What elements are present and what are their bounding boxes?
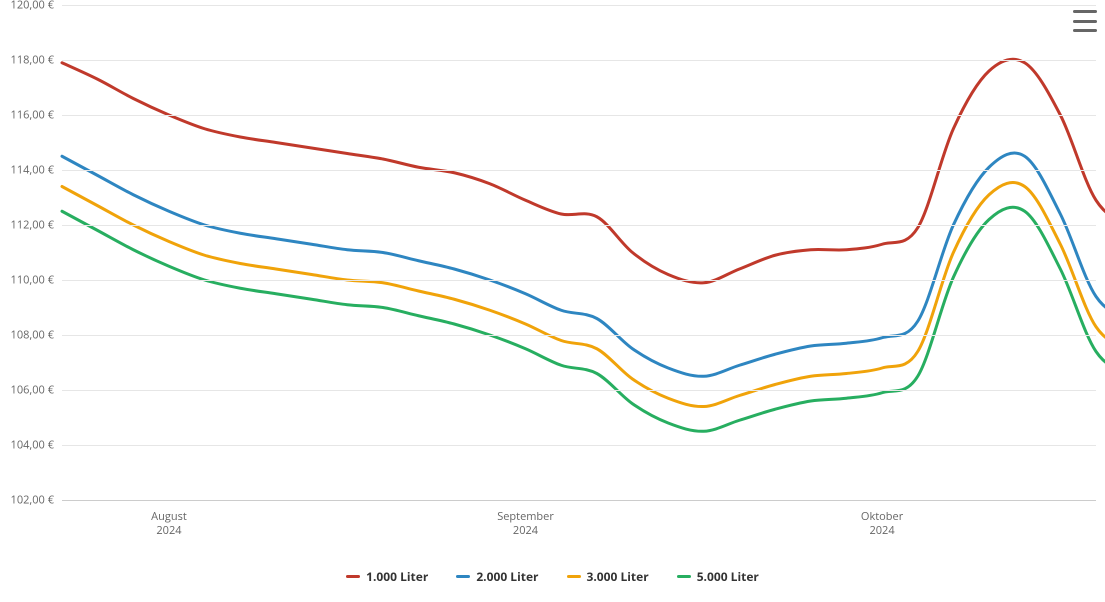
x-axis-label: August2024 — [151, 500, 187, 539]
y-axis-label: 104,00 € — [11, 438, 62, 453]
legend-item-s3000[interactable]: 3.000 Liter — [567, 568, 649, 585]
x-axis-label: Oktober2024 — [861, 500, 903, 539]
series-line-s3000 — [62, 183, 1105, 407]
gridline — [62, 60, 1096, 61]
gridline — [62, 5, 1096, 6]
x-axis-label: September2024 — [497, 500, 554, 539]
legend-swatch — [567, 575, 581, 578]
gridline — [62, 170, 1096, 171]
series-line-s1000 — [62, 59, 1105, 283]
legend-label: 5.000 Liter — [697, 568, 759, 585]
y-axis-label: 114,00 € — [11, 163, 62, 178]
legend-swatch — [346, 575, 360, 578]
legend-label: 1.000 Liter — [366, 568, 428, 585]
gridline — [62, 225, 1096, 226]
y-axis-label: 108,00 € — [11, 328, 62, 343]
y-axis-label: 116,00 € — [11, 108, 62, 123]
gridline — [62, 445, 1096, 446]
price-line-chart: 102,00 € 104,00 € 106,00 € 108,00 € 110,00 €… — [0, 0, 1105, 602]
chart-legend: 1.000 Liter 2.000 Liter 3.000 Liter 5.000 L… — [0, 565, 1105, 585]
y-axis-label: 112,00 € — [11, 218, 62, 233]
y-axis-label: 102,00 € — [11, 493, 62, 508]
legend-swatch — [456, 575, 470, 578]
legend-item-s1000[interactable]: 1.000 Liter — [346, 568, 428, 585]
chart-lines-svg — [62, 5, 1096, 500]
x-axis-line — [62, 500, 1096, 501]
y-axis-label: 106,00 € — [11, 383, 62, 398]
gridline — [62, 280, 1096, 281]
legend-item-s5000[interactable]: 5.000 Liter — [677, 568, 759, 585]
legend-label: 3.000 Liter — [587, 568, 649, 585]
y-axis-label: 118,00 € — [11, 53, 62, 68]
plot-area: 102,00 €104,00 €106,00 €108,00 €110,00 €… — [62, 5, 1096, 500]
y-axis-label: 110,00 € — [11, 273, 62, 288]
legend-swatch — [677, 575, 691, 578]
gridline — [62, 390, 1096, 391]
gridline — [62, 335, 1096, 336]
y-axis-label: 120,00 € — [11, 0, 62, 13]
gridline — [62, 115, 1096, 116]
legend-item-s2000[interactable]: 2.000 Liter — [456, 568, 538, 585]
legend-label: 2.000 Liter — [476, 568, 538, 585]
